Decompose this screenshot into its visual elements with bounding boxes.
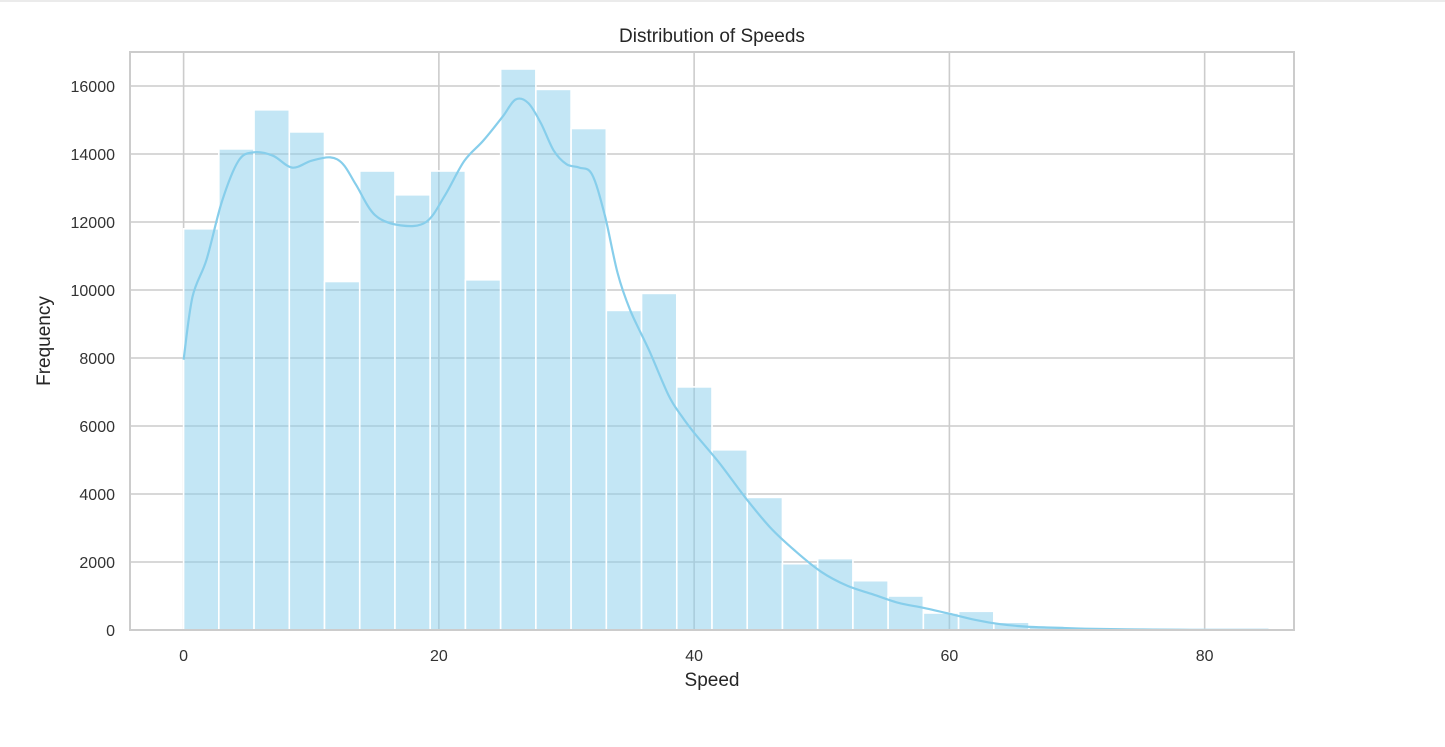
histogram-bar-3: [288, 131, 326, 631]
histogram-bar-9: [499, 68, 537, 631]
histogram-bar-8: [464, 278, 502, 631]
histogram-bar-11: [570, 127, 608, 631]
y-tick-label-8: 16000: [71, 79, 116, 96]
y-tick-label-1: 2000: [79, 555, 115, 572]
histogram-bar-18: [816, 557, 854, 631]
histogram-bar-14: [675, 386, 713, 631]
histogram-bar-4: [323, 280, 361, 631]
y-tick-label-6: 12000: [71, 215, 116, 232]
y-tick-label-2: 4000: [79, 487, 115, 504]
y-axis-title: Frequency: [34, 296, 55, 386]
histogram-bar-15: [711, 448, 749, 631]
chart-title: Distribution of Speeds: [619, 26, 805, 47]
y-tick-label-4: 8000: [79, 351, 115, 368]
kde-curve: [182, 97, 1269, 632]
x-tick-label-4: 80: [1196, 648, 1214, 665]
x-tick-label-1: 20: [430, 648, 448, 665]
histogram-bars: [182, 68, 1277, 631]
histogram-bar-5: [358, 170, 396, 631]
y-tick-labels: 0 2000 4000 6000 8000 10000 12000 14000 16000: [71, 79, 116, 640]
histogram-bar-10: [535, 88, 572, 631]
x-tick-label-2: 40: [685, 648, 703, 665]
histogram-bar-19: [852, 579, 889, 631]
top-divider: [0, 0, 1445, 2]
histogram-bar-7: [429, 170, 467, 631]
histogram-bar-1: [218, 148, 255, 631]
kde-line: [182, 97, 1269, 632]
x-tick-label-3: 60: [940, 648, 958, 665]
histogram-bar-6: [394, 194, 431, 631]
histogram-bar-17: [781, 562, 819, 631]
x-axis-title: Speed: [685, 670, 740, 691]
y-tick-label-0: 0: [106, 623, 115, 640]
histogram-bar-0: [182, 228, 220, 631]
histogram-bar-2: [253, 109, 291, 631]
plot-frame: [129, 51, 1295, 631]
x-tick-labels: 0 20 40 60 80: [179, 648, 1214, 665]
y-tick-label-7: 14000: [71, 147, 116, 164]
histogram-bar-12: [605, 309, 643, 631]
histogram-bar-16: [746, 496, 784, 631]
y-tick-label-3: 6000: [79, 419, 115, 436]
histogram-bar-13: [640, 292, 678, 631]
x-tick-label-0: 0: [179, 648, 188, 665]
y-tick-label-5: 10000: [71, 283, 116, 300]
